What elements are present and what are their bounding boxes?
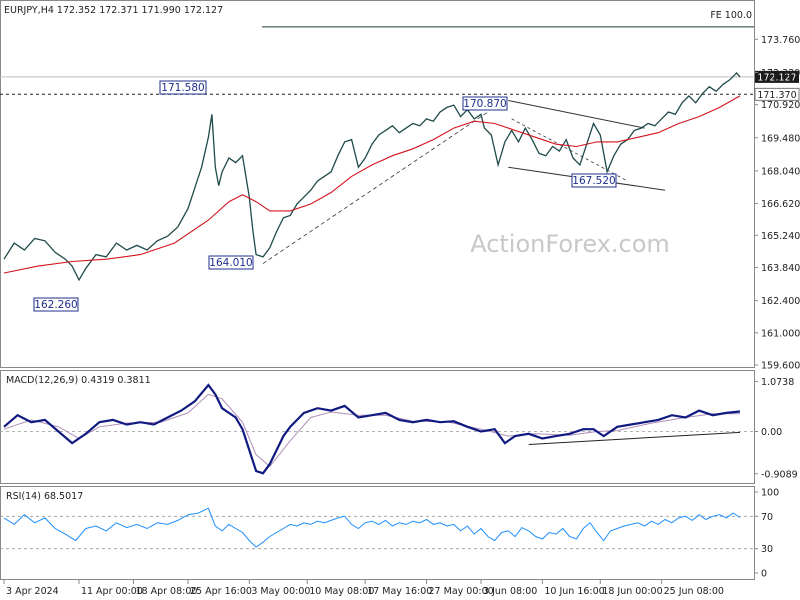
chart-axes: 173.760 172.320 170.920 169.480 168.040 166.6… <box>3 35 800 597</box>
price-tick-label-8: 162.400 <box>761 296 800 307</box>
x-tick-label-8: 3 Jun 08:00 <box>483 586 537 597</box>
x-tick-label-0: 3 Apr 2024 <box>6 586 59 597</box>
macd-label: MACD(12,26,9) 0.4319 0.3811 <box>6 375 151 386</box>
x-tick-label-1: 11 Apr 00:00 <box>81 586 143 597</box>
annotation-label-0: 171.580 <box>161 82 204 94</box>
price-tick-label-7: 163.840 <box>761 263 800 274</box>
x-tick-label-11: 25 Jun 08:00 <box>664 586 724 597</box>
annotation-box-4 <box>571 173 617 188</box>
rsi-label: RSI(14) 68.5017 <box>6 491 83 502</box>
annotation-label-2: 162.260 <box>34 299 77 311</box>
x-tick-label-3: 25 Apr 16:00 <box>190 586 252 597</box>
resistance-tag <box>754 87 800 101</box>
rsi-tick-label-1: 70 <box>761 512 773 523</box>
annotation-box-1 <box>208 255 254 270</box>
price-series-line <box>3 71 741 282</box>
rsi-tick-label-0: 100 <box>761 488 779 499</box>
symbol-header: EURJPY,H4 172.352 172.371 171.990 172.12… <box>4 5 223 16</box>
watermark: ActionForex.com <box>470 230 670 258</box>
macd-tick-label-1: 0.00 <box>761 427 782 438</box>
macd-trend-line <box>528 431 741 446</box>
x-tick-label-4: 3 May 00:00 <box>251 586 310 597</box>
annotation-box-2 <box>33 297 79 312</box>
chart-marks: 172.127 171.370 171.580 164.010 162.260 170.8… <box>33 70 800 312</box>
current-price-tag-text: 172.127 <box>757 72 796 83</box>
price-tick-label-3: 169.480 <box>761 133 800 144</box>
current-price-tag <box>755 70 799 83</box>
macd-tick-label-0: 1.0738 <box>761 377 794 388</box>
price-tick-label-2: 170.920 <box>761 100 800 111</box>
rsi-tick-label-3: 0 <box>761 569 767 580</box>
x-tick-label-10: 18 Jun 00:00 <box>602 586 662 597</box>
annotation-label-4: 167.520 <box>572 175 615 187</box>
channel-upper-line <box>508 100 645 129</box>
rsi-tick-label-2: 30 <box>761 544 773 555</box>
x-tick-label-9: 10 Jun 16:00 <box>544 586 604 597</box>
moving-average-line <box>3 95 741 274</box>
uptrend-dashed-line <box>262 111 489 264</box>
x-tick-label-2: 18 Apr 08:00 <box>135 586 197 597</box>
price-tick-label-6: 165.240 <box>761 231 800 242</box>
price-tick-label-9: 161.000 <box>761 328 800 339</box>
macd-main-line <box>3 383 741 475</box>
annotation-box-0 <box>159 80 207 95</box>
x-tick-label-7: 27 May 00:00 <box>429 586 494 597</box>
price-tick-label-4: 168.040 <box>761 166 800 177</box>
price-panel-frame <box>0 0 755 368</box>
annotation-label-1: 164.010 <box>209 257 252 269</box>
x-tick-label-5: 10 May 08:00 <box>309 586 374 597</box>
price-tick-label-1: 172.320 <box>761 68 800 79</box>
price-tick-label-0: 173.760 <box>761 35 800 46</box>
resistance-tag-text: 171.370 <box>757 90 796 101</box>
x-tick-label-6: 17 May 16:00 <box>367 586 432 597</box>
price-tick-label-10: 159.600 <box>761 361 800 372</box>
price-tick-label-5: 166.620 <box>761 199 800 210</box>
macd-tick-label-2: -0.9089 <box>761 469 798 480</box>
macd-panel-frame <box>0 370 755 484</box>
macd-signal-line <box>3 393 740 468</box>
rsi-line <box>3 507 741 548</box>
annotation-box-3 <box>462 96 508 111</box>
rsi-panel-frame <box>0 486 755 580</box>
fe-label: FE 100.0 <box>710 10 752 21</box>
chart-lines <box>0 26 754 550</box>
annotation-label-3: 170.870 <box>463 98 506 110</box>
